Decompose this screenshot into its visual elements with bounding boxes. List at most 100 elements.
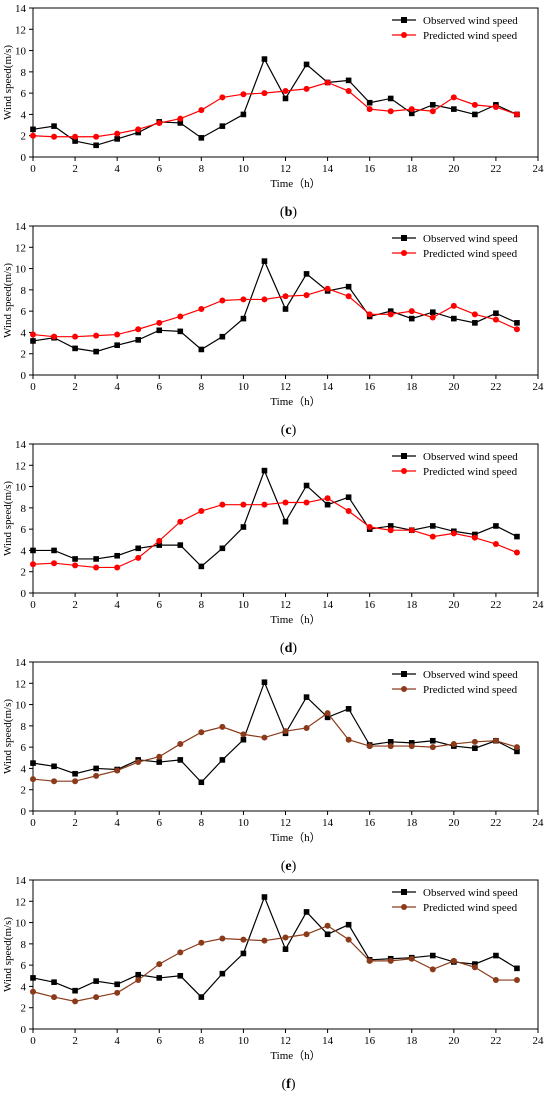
data-point-circle (156, 119, 163, 126)
data-point-circle (240, 731, 247, 738)
x-tick-label: 14 (322, 1035, 334, 1047)
x-tick-label: 6 (157, 381, 163, 393)
data-point-circle (177, 313, 184, 320)
data-point-square (408, 315, 415, 322)
data-point-circle (429, 966, 436, 973)
data-point-circle (177, 949, 184, 956)
data-point-square (219, 333, 226, 340)
data-point-square (324, 931, 331, 938)
x-tick-label: 10 (238, 381, 250, 393)
data-point-circle (219, 94, 226, 101)
data-point-circle (51, 778, 58, 785)
data-point-square (177, 972, 184, 979)
data-point-circle (261, 90, 268, 97)
panel-caption-letter: e (285, 859, 291, 874)
series-line (33, 468, 518, 568)
data-point-square (282, 518, 289, 525)
x-tick-label: 22 (490, 599, 501, 611)
x-axis-label: Time（h） (270, 831, 320, 844)
x-tick-label: 18 (406, 1035, 418, 1047)
x-tick-label: 16 (364, 599, 376, 611)
data-point-square (219, 970, 226, 977)
data-point-circle (513, 744, 520, 751)
data-point-square (51, 763, 57, 770)
data-point-circle (261, 296, 268, 303)
x-tick-label: 24 (533, 1035, 545, 1047)
data-point-circle (114, 130, 121, 137)
x-tick-label: 2 (72, 599, 78, 611)
data-point-square (72, 138, 78, 144)
x-tick-label: 12 (280, 1035, 291, 1047)
data-point-square (387, 308, 394, 314)
data-point-square (198, 135, 205, 141)
data-point-circle (93, 564, 100, 571)
legend: Observed wind speed Predicted wind speed (392, 887, 518, 914)
data-point-square (282, 946, 289, 952)
y-tick-label: 12 (15, 896, 26, 908)
data-point-circle (387, 743, 394, 750)
x-tick-label: 22 (490, 381, 501, 393)
data-point-circle (408, 955, 415, 962)
data-point-circle (198, 508, 205, 515)
data-point-square (177, 328, 184, 335)
data-point-square (345, 921, 352, 928)
data-point-square (156, 759, 163, 765)
data-point-circle (135, 554, 142, 561)
x-tick-label: 24 (533, 163, 545, 175)
data-point-circle (408, 308, 415, 315)
x-tick-label: 2 (72, 163, 78, 175)
data-point-square (514, 533, 520, 540)
data-point-square (345, 706, 352, 712)
y-tick-label: 10 (15, 482, 27, 494)
data-point-circle (366, 957, 373, 964)
x-tick-label: 16 (364, 817, 376, 829)
x-tick-label: 14 (322, 163, 334, 175)
x-tick-label: 22 (490, 817, 501, 829)
x-tick-label: 18 (406, 817, 418, 829)
data-point-circle (177, 518, 184, 525)
x-axis-label: Time（h） (270, 1049, 320, 1062)
y-tick-label: 6 (21, 742, 27, 754)
data-point-circle (93, 332, 100, 339)
x-tick-label: 4 (114, 381, 120, 393)
data-point-square (219, 545, 226, 552)
data-point-circle (282, 293, 289, 300)
x-tick-label: 12 (280, 381, 291, 393)
x-axis-label: Time（h） (270, 395, 320, 408)
data-point-circle (492, 737, 499, 744)
series-predicted (30, 285, 520, 340)
y-tick-label: 10 (15, 700, 27, 712)
x-tick-label: 20 (448, 817, 460, 829)
y-tick-label: 6 (21, 88, 27, 100)
data-point-circle (471, 738, 478, 745)
data-point-square (324, 714, 331, 721)
data-point-circle (366, 311, 373, 318)
panel-caption: (b) (280, 205, 297, 220)
data-point-square (30, 126, 36, 133)
x-tick-label: 16 (364, 381, 376, 393)
data-point-circle (177, 115, 184, 122)
y-tick-label: 2 (21, 567, 27, 579)
y-tick-label: 14 (15, 221, 27, 233)
data-point-circle (198, 107, 205, 114)
data-point-square (177, 120, 184, 126)
data-point-square (93, 348, 99, 355)
panel-caption: (e) (281, 859, 297, 874)
data-point-circle (135, 326, 142, 333)
data-point-square (240, 736, 247, 743)
series-predicted (30, 922, 520, 1005)
data-point-square (387, 739, 394, 745)
legend-label: Observed wind speed (423, 233, 518, 245)
panel-caption: (c) (281, 423, 297, 438)
data-point-circle (30, 776, 36, 783)
series-observed (30, 258, 520, 355)
data-point-square (135, 129, 142, 136)
legend-marker-square (401, 17, 407, 23)
data-point-circle (387, 957, 394, 964)
data-point-square (135, 971, 142, 978)
y-axis-label: Wind speed(m/s) (2, 481, 14, 556)
data-point-square (156, 975, 163, 981)
data-point-square (156, 327, 163, 334)
data-point-square (472, 961, 478, 967)
chart-panel-d: 0 2 4 6 8 10 12 14 16 18 20 22 2402468101214Time（h）W… (2, 439, 544, 656)
